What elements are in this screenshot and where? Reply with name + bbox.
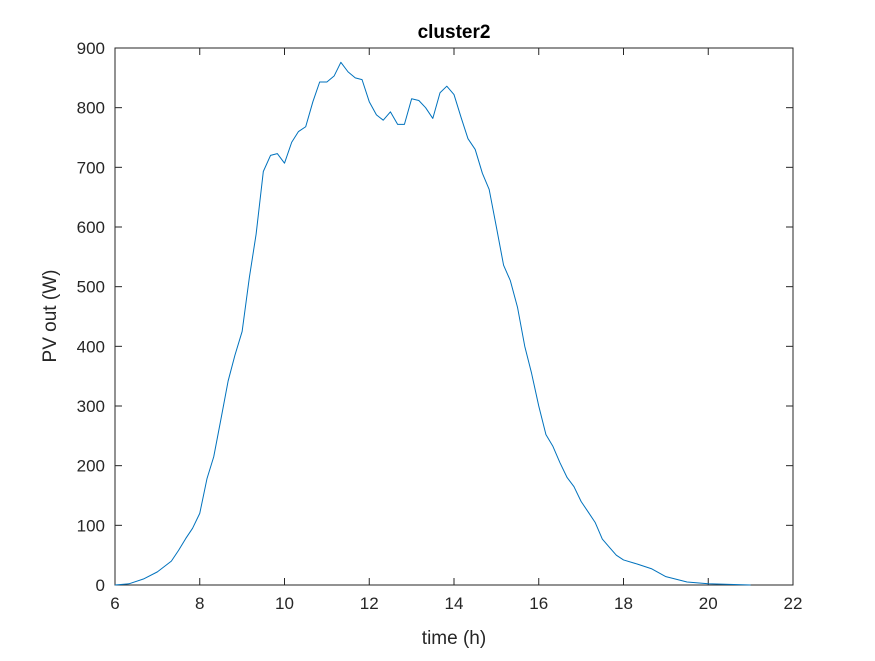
x-tick-label: 20 <box>699 594 718 613</box>
x-tick-label: 8 <box>195 594 204 613</box>
y-axis-label: PV out (W) <box>40 270 61 363</box>
x-tick-label: 12 <box>360 594 379 613</box>
x-axis-ticks: 6 8 10 12 14 16 18 20 22 <box>110 48 802 613</box>
y-tick-label: 100 <box>77 516 105 535</box>
x-tick-label: 16 <box>529 594 548 613</box>
x-tick-label: 22 <box>784 594 803 613</box>
y-axis-ticks: 0 100 200 300 400 500 600 700 800 900 <box>77 39 793 595</box>
series-line <box>114 61 751 586</box>
chart-title: cluster2 <box>418 22 491 43</box>
x-tick-label: 6 <box>110 594 119 613</box>
y-tick-label: 200 <box>77 457 105 476</box>
y-tick-label: 900 <box>77 39 105 58</box>
y-tick-label: 700 <box>77 158 105 177</box>
x-axis-label: time (h) <box>422 628 486 649</box>
series-layer <box>114 61 751 586</box>
x-tick-label: 18 <box>614 594 633 613</box>
y-tick-label: 400 <box>77 337 105 356</box>
y-tick-label: 0 <box>96 576 105 595</box>
y-tick-label: 500 <box>77 278 105 297</box>
plot-area <box>114 47 794 586</box>
x-tick-label: 14 <box>445 594 464 613</box>
y-tick-label: 800 <box>77 99 105 118</box>
x-tick-label: 10 <box>275 594 294 613</box>
y-tick-label: 300 <box>77 397 105 416</box>
y-tick-label: 600 <box>77 218 105 237</box>
